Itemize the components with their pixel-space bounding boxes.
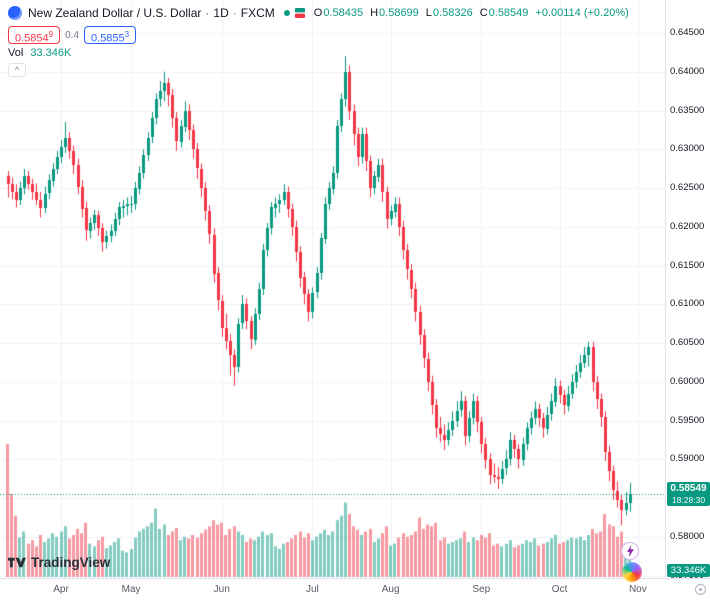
symbol-title[interactable]: New Zealand Dollar / U.S. Dollar <box>28 6 202 20</box>
price-axis-label: 0.60000 <box>670 375 705 387</box>
sell-button[interactable]: 0.58549 <box>8 26 61 45</box>
volume-label: Vol <box>8 47 24 59</box>
tradingview-watermark[interactable]: TradingView <box>8 555 110 570</box>
exchange-label: FXCM <box>240 6 275 20</box>
time-axis-label: Apr <box>53 584 69 595</box>
lightning-icon <box>626 545 634 557</box>
buy-sell-flag-icon <box>294 8 305 18</box>
market-status-icon <box>283 10 290 16</box>
bar-countdown: 18:28:30 <box>671 495 706 506</box>
time-axis[interactable]: Apr May Jun Jul Aug Sep Oct Nov <box>0 578 710 600</box>
buy-button[interactable]: 0.58553 <box>84 26 137 45</box>
legend-collapse-button[interactable]: ^ <box>8 63 26 77</box>
trade-panel: 0.58549 0.4 0.58553 <box>8 26 137 45</box>
price-axis-label: 0.61000 <box>670 298 705 310</box>
open-value: 0.58435 <box>323 7 364 19</box>
globe-icon[interactable] <box>622 562 642 582</box>
time-axis-label: Oct <box>551 584 568 595</box>
high-value: 0.58699 <box>379 7 419 19</box>
time-axis-label: Jun <box>213 584 230 595</box>
price-axis-label: 0.60500 <box>670 337 705 349</box>
price-axis-label: 0.58000 <box>670 531 705 543</box>
open-label: O <box>313 7 323 19</box>
price-axis-label: 0.62000 <box>670 220 705 232</box>
tradingview-brand-text: TradingView <box>31 555 111 570</box>
price-axis-label: 0.64500 <box>670 27 705 38</box>
close-label: C <box>479 7 488 19</box>
legend-separator: · <box>205 6 210 20</box>
high-label: H <box>370 7 379 19</box>
time-axis-label: Sep <box>472 584 491 595</box>
legend-separator: · <box>232 6 237 20</box>
time-axis-label: Jul <box>305 584 319 595</box>
sell-price: 0.5854 <box>15 32 49 45</box>
close-value: 0.58549 <box>488 7 529 19</box>
time-axis-label: May <box>121 584 141 595</box>
price-axis-label: 0.59500 <box>670 414 705 426</box>
price-axis-label: 0.63500 <box>670 104 705 116</box>
time-axis-label: Aug <box>381 584 400 595</box>
spread-value: 0.4 <box>65 29 80 41</box>
price-axis-label: 0.64000 <box>670 65 705 77</box>
price-axis-label: 0.59000 <box>670 453 705 465</box>
price-axis-label: 0.62500 <box>670 182 705 194</box>
price-axis-label: 0.63000 <box>670 143 705 155</box>
buy-price: 0.5855 <box>91 32 125 45</box>
last-price-value: 0.58549 <box>670 483 707 495</box>
interval-label[interactable]: 1D <box>213 6 229 20</box>
price-axis-label: 0.61500 <box>670 259 705 271</box>
volume-value: 33.346K <box>30 47 72 59</box>
ohlc-readout: O0.58435 H0.58699 L0.58326 C0.58549 +0.0… <box>314 7 629 19</box>
low-value: 0.58326 <box>432 7 473 19</box>
quick-trade-button[interactable] <box>621 542 639 560</box>
buy-price-fraction: 3 <box>124 30 130 39</box>
volume-legend: Vol 33.346K <box>8 47 71 59</box>
last-price-badge: 0.58549 18:28:30 <box>667 482 710 507</box>
candlestick-chart-canvas[interactable] <box>0 0 665 578</box>
volume-badge: 33.346K <box>667 564 710 577</box>
price-axis[interactable]: 0.58549 18:28:30 33.346K 0.64500 0.64000 0… <box>665 0 710 578</box>
tradingview-logo-icon <box>8 557 26 568</box>
time-axis-label: Nov <box>628 584 647 595</box>
axis-settings-icon[interactable] <box>695 584 706 595</box>
change-value: +0.00114 (+0.20%) <box>535 7 629 19</box>
sell-price-fraction: 9 <box>48 30 54 39</box>
low-label: L <box>425 7 432 19</box>
chart-legend: New Zealand Dollar / U.S. Dollar · 1D · … <box>8 5 629 21</box>
symbol-logo-icon <box>8 6 22 20</box>
